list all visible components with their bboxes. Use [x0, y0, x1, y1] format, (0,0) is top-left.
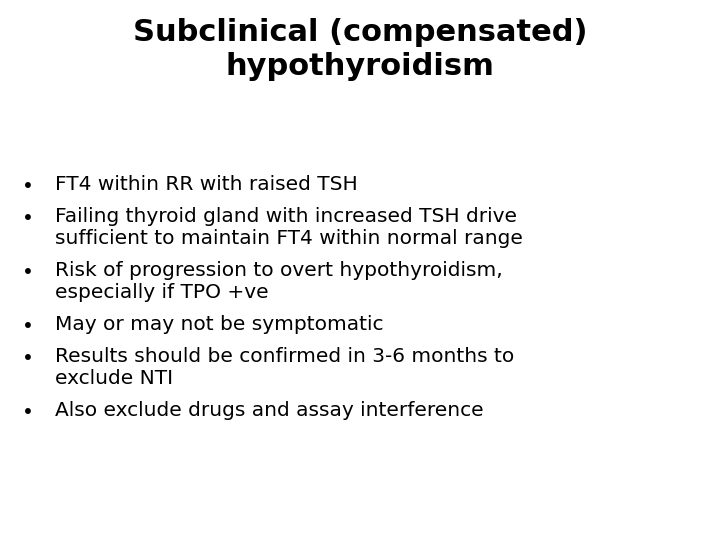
Text: sufficient to maintain FT4 within normal range: sufficient to maintain FT4 within normal…	[55, 229, 523, 248]
Text: Risk of progression to overt hypothyroidism,: Risk of progression to overt hypothyroid…	[55, 261, 503, 280]
Text: Subclinical (compensated)
hypothyroidism: Subclinical (compensated) hypothyroidism	[132, 18, 588, 80]
Text: •: •	[22, 316, 34, 335]
Text: especially if TPO +ve: especially if TPO +ve	[55, 283, 269, 302]
Text: •: •	[22, 402, 34, 422]
Text: Results should be confirmed in 3-6 months to: Results should be confirmed in 3-6 month…	[55, 347, 514, 366]
Text: •: •	[22, 348, 34, 368]
Text: Failing thyroid gland with increased TSH drive: Failing thyroid gland with increased TSH…	[55, 207, 517, 226]
Text: exclude NTI: exclude NTI	[55, 369, 173, 388]
Text: Also exclude drugs and assay interference: Also exclude drugs and assay interferenc…	[55, 401, 484, 420]
Text: •: •	[22, 177, 34, 195]
Text: FT4 within RR with raised TSH: FT4 within RR with raised TSH	[55, 175, 358, 194]
Text: •: •	[22, 208, 34, 227]
Text: May or may not be symptomatic: May or may not be symptomatic	[55, 315, 384, 334]
Text: •: •	[22, 262, 34, 281]
